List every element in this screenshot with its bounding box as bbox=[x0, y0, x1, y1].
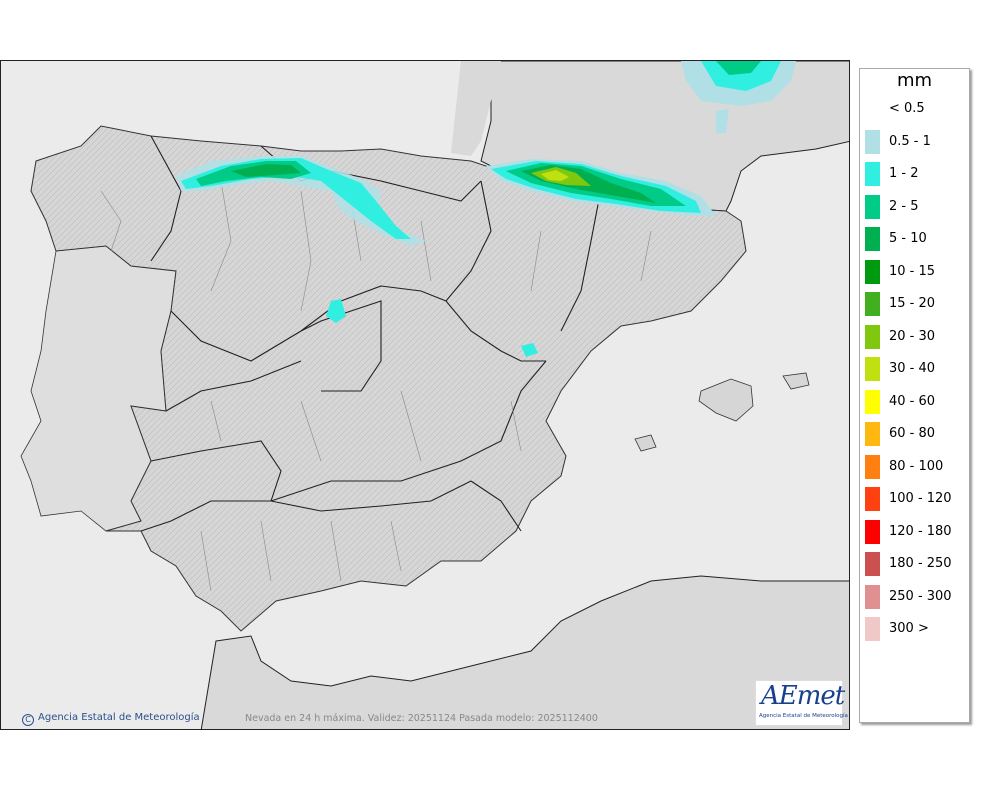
legend-item: 0.5 - 1 bbox=[865, 129, 969, 154]
credit-text: Agencia Estatal de Meteorología bbox=[38, 712, 200, 723]
legend-item: 30 - 40 bbox=[865, 357, 969, 381]
legend-item: 120 - 180 bbox=[865, 519, 969, 544]
africa-land bbox=[200, 575, 849, 729]
legend-item: 80 - 100 bbox=[865, 454, 969, 479]
legend-swatch bbox=[865, 422, 880, 446]
snow-france-mid bbox=[701, 61, 781, 91]
legend-swatch bbox=[865, 552, 880, 576]
legend-item: 60 - 80 bbox=[865, 422, 969, 446]
regional-borders bbox=[140, 135, 602, 532]
legend-item: 1 - 2 bbox=[865, 162, 969, 186]
map-caption: Nevada en 24 h máxima. Validez: 20251124… bbox=[245, 713, 598, 724]
legend-swatch bbox=[865, 519, 880, 544]
ibiza-land bbox=[634, 434, 657, 452]
legend-swatch bbox=[865, 357, 880, 381]
aemet-logo: AEmet Agencia Estatal de Meteorología bbox=[755, 680, 848, 726]
mallorca-land bbox=[698, 378, 754, 422]
legend-label: 180 - 250 bbox=[889, 556, 952, 571]
legend-item: < 0.5 bbox=[865, 97, 969, 121]
legend-label: 40 - 60 bbox=[889, 393, 936, 409]
legend-label: 80 - 100 bbox=[889, 458, 944, 474]
legend-swatch bbox=[865, 487, 880, 511]
legend-label: 2 - 5 bbox=[889, 198, 919, 214]
legend-label: 5 - 10 bbox=[889, 231, 927, 246]
legend-swatch bbox=[865, 259, 880, 284]
france-west-land bbox=[451, 61, 501, 156]
legend-swatch bbox=[865, 292, 880, 316]
legend-panel: mm < 0.5 0.5 - 1 1 - 2 2 - 5 5 - 10 10 - 15 15… bbox=[859, 68, 970, 723]
legend-item: 15 - 20 bbox=[865, 292, 969, 316]
logo-mark: AEmet bbox=[761, 681, 845, 711]
legend-label: 60 - 80 bbox=[889, 426, 936, 441]
legend-label: 10 - 15 bbox=[889, 263, 936, 279]
legend-item: 5 - 10 bbox=[865, 227, 969, 251]
copyright-icon: C bbox=[22, 714, 34, 726]
legend-swatch bbox=[865, 227, 880, 251]
legend-swatch bbox=[865, 129, 880, 154]
legend-label: 1 - 2 bbox=[889, 166, 919, 181]
legend-title: mm bbox=[896, 70, 933, 91]
map-frame bbox=[0, 60, 850, 730]
spain-land bbox=[30, 125, 747, 632]
snowfall-map bbox=[20, 61, 849, 729]
legend-item: 10 - 15 bbox=[865, 259, 969, 284]
province-borders bbox=[100, 180, 652, 592]
legend-swatch bbox=[865, 324, 880, 349]
legend-swatch bbox=[865, 162, 880, 186]
legend-label: < 0.5 bbox=[889, 101, 925, 116]
legend-label: 100 - 120 bbox=[889, 491, 952, 506]
legend-label: 20 - 30 bbox=[889, 328, 936, 344]
legend-label: 300 > bbox=[889, 621, 929, 636]
legend-swatch bbox=[865, 194, 880, 219]
legend-label: 15 - 20 bbox=[889, 296, 936, 311]
legend-item: 100 - 120 bbox=[865, 487, 969, 511]
menorca-land bbox=[782, 372, 810, 390]
legend-swatch bbox=[865, 454, 880, 479]
legend-item: 20 - 30 bbox=[865, 324, 969, 349]
snow-iberico bbox=[521, 343, 538, 357]
snow-pyrenees-top bbox=[541, 170, 569, 181]
legend-item: 2 - 5 bbox=[865, 194, 969, 219]
legend-item: 250 - 300 bbox=[865, 584, 969, 609]
snow-france-heavy bbox=[716, 61, 761, 75]
legend-item: 40 - 60 bbox=[865, 389, 969, 414]
legend-swatch bbox=[865, 584, 880, 609]
snow-central bbox=[326, 299, 346, 323]
legend-item: 180 - 250 bbox=[865, 552, 969, 576]
legend-label: 250 - 300 bbox=[889, 588, 952, 604]
agency-credit: C Agencia Estatal de Meteorología bbox=[22, 712, 200, 726]
snowfall-areas bbox=[176, 61, 796, 357]
legend-label: 0.5 - 1 bbox=[889, 133, 931, 149]
legend-swatch bbox=[865, 389, 880, 414]
legend-swatch bbox=[865, 617, 880, 641]
snow-cantabrian-core bbox=[231, 164, 301, 177]
logo-subtitle: Agencia Estatal de Meteorología bbox=[759, 713, 848, 719]
legend-item: 300 > bbox=[865, 617, 969, 641]
snow-france-patch bbox=[716, 109, 729, 133]
legend-label: 120 - 180 bbox=[889, 523, 952, 539]
legend-label: 30 - 40 bbox=[889, 361, 936, 376]
